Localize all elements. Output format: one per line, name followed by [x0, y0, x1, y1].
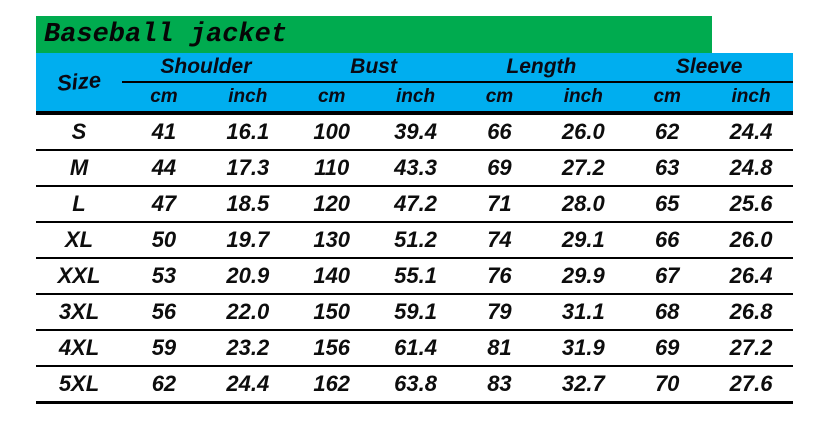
value-cell: 110 [314, 155, 350, 180]
value-cell: 62 [654, 119, 680, 144]
value-cell: 31.1 [561, 299, 605, 324]
value-cell: 22.0 [226, 299, 270, 324]
size-cell: 3XL [58, 299, 100, 324]
value-cell: 20.9 [226, 263, 270, 288]
unit-header-bust-inch: inch [396, 86, 436, 107]
column-group-shoulder: Shoulder [122, 53, 290, 83]
value-cell: 162 [313, 371, 351, 396]
unit-header-length-cm: cm [485, 86, 514, 107]
column-group-bust: Bust [289, 53, 458, 83]
value-cell: 26.4 [729, 263, 773, 288]
table-row: 3XL 56 22.0 150 59.1 79 31.1 68 26.8 [36, 295, 793, 331]
value-cell: 32.7 [561, 371, 605, 396]
value-cell: 17.3 [226, 155, 270, 180]
value-cell: 69 [487, 155, 512, 180]
value-cell: 26.0 [561, 119, 605, 144]
value-cell: 79 [487, 299, 512, 324]
table-row: 4XL 59 23.2 156 61.4 81 31.9 69 27.2 [36, 331, 793, 367]
value-cell: 26.0 [729, 227, 773, 252]
size-cell: L [72, 191, 86, 216]
value-cell: 59 [151, 335, 177, 360]
value-cell: 81 [487, 335, 512, 360]
value-cell: 24.8 [729, 155, 773, 180]
unit-header-sleeve-inch: inch [731, 86, 771, 107]
size-cell: 5XL [58, 371, 100, 396]
value-cell: 63.8 [394, 371, 437, 396]
page-title: Baseball jacket [44, 19, 288, 50]
size-cell: XXL [57, 263, 101, 288]
column-group-sleeve: Sleeve [625, 53, 793, 83]
size-column-header: Size [36, 53, 122, 111]
value-cell: 65 [654, 191, 680, 216]
value-cell: 24.4 [729, 119, 773, 144]
value-cell: 19.7 [226, 227, 270, 252]
unit-header-shoulder-cm: cm [150, 86, 178, 107]
value-cell: 120 [313, 191, 351, 216]
size-cell: XL [64, 227, 94, 252]
unit-header-bust-cm: cm [317, 86, 346, 107]
value-cell: 140 [313, 263, 351, 288]
table-row: XXL 53 20.9 140 55.1 76 29.9 67 26.4 [36, 259, 793, 295]
value-cell: 16.1 [226, 119, 270, 144]
value-cell: 83 [487, 371, 512, 396]
value-cell: 51.2 [394, 227, 437, 252]
value-cell: 29.1 [561, 227, 605, 252]
value-cell: 70 [654, 371, 680, 396]
value-cell: 59.1 [394, 299, 437, 324]
value-cell: 67 [654, 263, 680, 288]
value-cell: 39.4 [394, 119, 437, 144]
size-column-header-label: Size [55, 67, 102, 96]
value-cell: 63 [654, 155, 680, 180]
value-cell: 27.2 [729, 335, 773, 360]
value-cell: 29.9 [561, 263, 605, 288]
unit-header-sleeve-cm: cm [653, 86, 681, 107]
value-cell: 26.8 [729, 299, 773, 324]
value-cell: 71 [487, 191, 512, 216]
value-cell: 76 [487, 263, 512, 288]
value-cell: 156 [313, 335, 351, 360]
value-cell: 130 [313, 227, 351, 252]
value-cell: 24.4 [226, 371, 270, 396]
table-row: M 44 17.3 110 43.3 69 27.2 63 24.8 [36, 151, 793, 187]
value-cell: 69 [654, 335, 680, 360]
table-row: L 47 18.5 120 47.2 71 28.0 65 25.6 [36, 187, 793, 223]
value-cell: 68 [654, 299, 680, 324]
column-group-length: Length [457, 53, 626, 83]
table-body: S 41 16.1 100 39.4 66 26.0 62 24.4 M 44 … [36, 115, 793, 404]
value-cell: 41 [151, 119, 177, 144]
value-cell: 62 [151, 371, 177, 396]
value-cell: 27.2 [561, 155, 605, 180]
value-cell: 44 [151, 155, 177, 180]
value-cell: 61.4 [394, 335, 437, 360]
unit-header-length-inch: inch [563, 86, 603, 107]
value-cell: 27.6 [729, 371, 773, 396]
table-row: S 41 16.1 100 39.4 66 26.0 62 24.4 [36, 115, 793, 151]
value-cell: 25.6 [729, 191, 773, 216]
value-cell: 18.5 [226, 191, 270, 216]
size-cell: S [71, 119, 87, 144]
value-cell: 50 [151, 227, 177, 252]
value-cell: 31.9 [561, 335, 605, 360]
value-cell: 100 [313, 119, 351, 144]
table-row: XL 50 19.7 130 51.2 74 29.1 66 26.0 [36, 223, 793, 259]
value-cell: 47 [151, 191, 177, 216]
value-cell: 47.2 [394, 191, 437, 216]
size-cell: M [69, 155, 89, 180]
table-row: 5XL 62 24.4 162 63.8 83 32.7 70 27.6 [36, 367, 793, 404]
size-cell: 4XL [58, 335, 100, 360]
value-cell: 23.2 [226, 335, 270, 360]
value-cell: 53 [151, 263, 177, 288]
value-cell: 43.3 [394, 155, 437, 180]
value-cell: 55.1 [394, 263, 437, 288]
value-cell: 66 [654, 227, 680, 252]
value-cell: 56 [151, 299, 177, 324]
unit-header-shoulder-inch: inch [228, 86, 268, 107]
value-cell: 150 [313, 299, 351, 324]
value-cell: 28.0 [561, 191, 605, 216]
value-cell: 74 [487, 227, 512, 252]
value-cell: 66 [487, 119, 512, 144]
table-header: Size Shoulder Bust Length Sleeve cm inch… [36, 53, 793, 115]
title-bar: Baseball jacket [36, 16, 712, 53]
